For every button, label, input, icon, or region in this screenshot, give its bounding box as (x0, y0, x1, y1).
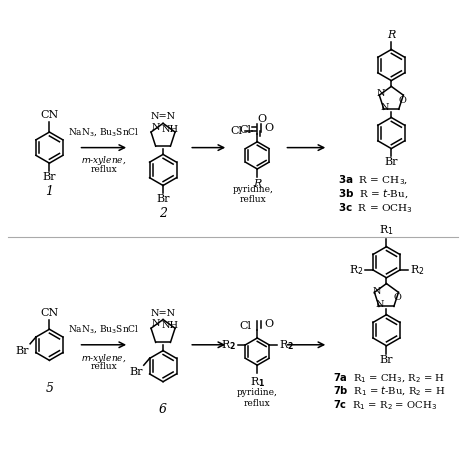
Text: R: R (253, 179, 262, 189)
Text: pyridine,: pyridine, (237, 388, 278, 397)
Text: $\mathbf{3c}$  R = OCH$_3$: $\mathbf{3c}$ R = OCH$_3$ (338, 201, 412, 215)
Text: Br: Br (16, 346, 29, 356)
Text: R$_1$: R$_1$ (379, 223, 394, 237)
Text: N: N (375, 300, 384, 309)
Text: NaN$_3$, Bu$_3$SnCl: NaN$_3$, Bu$_3$SnCl (68, 323, 139, 335)
Text: R$_2$: R$_2$ (410, 263, 424, 277)
Text: Cl: Cl (231, 126, 243, 136)
Text: $\mathbf{3a}$  R = CH$_3$,: $\mathbf{3a}$ R = CH$_3$, (338, 174, 408, 187)
Text: N=N: N=N (150, 309, 175, 318)
Text: CN: CN (40, 308, 58, 318)
Text: 1: 1 (46, 185, 54, 197)
Text: CN: CN (40, 110, 58, 120)
Text: O: O (264, 123, 273, 133)
Text: R$_{\mathbf{2}}$: R$_{\mathbf{2}}$ (220, 338, 236, 352)
Text: $\mathbf{7a}$  R$_1$ = CH$_3$, R$_2$ = H: $\mathbf{7a}$ R$_1$ = CH$_3$, R$_2$ = H (333, 371, 445, 385)
Text: 5: 5 (46, 382, 54, 395)
Text: R$_{\mathbf{2}}$: R$_{\mathbf{2}}$ (279, 338, 294, 352)
Text: R$_{\mathbf{1}}$: R$_{\mathbf{1}}$ (250, 375, 265, 389)
Text: $\mathbf{7c}$  R$_1$ = R$_2$ = OCH$_3$: $\mathbf{7c}$ R$_1$ = R$_2$ = OCH$_3$ (333, 398, 437, 412)
Text: 6: 6 (159, 403, 167, 416)
Text: O: O (393, 293, 401, 302)
Text: reflux: reflux (91, 165, 117, 174)
Text: Cl: Cl (239, 125, 251, 135)
Text: reflux: reflux (240, 195, 267, 204)
Text: N: N (372, 287, 381, 295)
Text: O: O (264, 320, 273, 329)
Text: R: R (387, 30, 395, 40)
Text: Br: Br (384, 157, 398, 167)
Text: O: O (398, 96, 406, 105)
Text: $m$-xylene,: $m$-xylene, (81, 352, 127, 364)
Text: Br: Br (129, 367, 143, 377)
Text: $\mathbf{3b}$  R = $t$-Bu,: $\mathbf{3b}$ R = $t$-Bu, (338, 187, 409, 200)
Text: NH: NH (162, 125, 179, 134)
Text: O: O (257, 114, 267, 124)
Text: Br: Br (156, 194, 170, 204)
Text: N: N (377, 90, 385, 99)
Text: reflux: reflux (244, 399, 271, 408)
Text: reflux: reflux (91, 362, 117, 371)
Text: Br: Br (43, 172, 56, 182)
Text: N: N (151, 123, 160, 132)
Text: NH: NH (162, 321, 179, 330)
Text: Cl: Cl (239, 321, 251, 331)
Text: Br: Br (380, 354, 393, 364)
Text: N: N (380, 103, 389, 112)
Text: NaN$_3$, Bu$_3$SnCl: NaN$_3$, Bu$_3$SnCl (68, 126, 139, 138)
Text: N=N: N=N (150, 112, 175, 121)
Text: N: N (151, 319, 160, 328)
Text: pyridine,: pyridine, (233, 185, 274, 194)
Text: $m$-xylene,: $m$-xylene, (81, 154, 127, 168)
Text: $\mathbf{7b}$  R$_1$ = $t$-Bu, R$_2$ = H: $\mathbf{7b}$ R$_1$ = $t$-Bu, R$_2$ = H (333, 385, 446, 398)
Text: 2: 2 (159, 207, 167, 220)
Text: R$_2$: R$_2$ (349, 263, 363, 277)
